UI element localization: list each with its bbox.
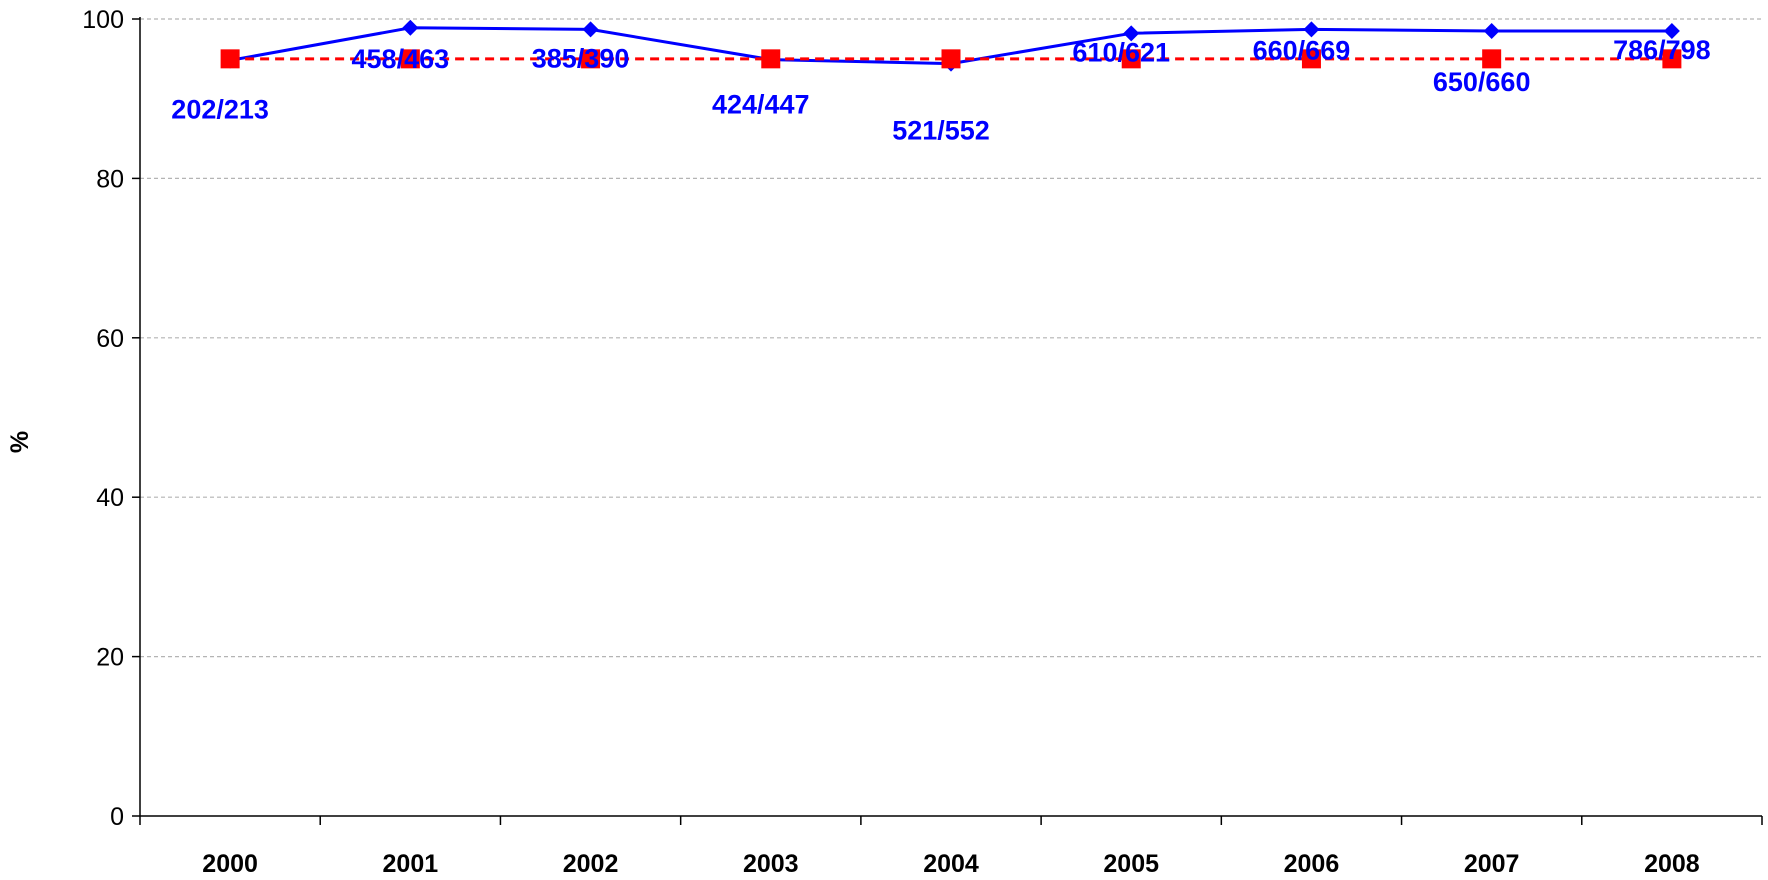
x-tick-label: 2002	[563, 850, 619, 878]
y-tick-label: 60	[96, 325, 124, 353]
axes: 0 20 40 60 80 100 2000 2001 2002 2003 2004 2005 2006…	[82, 6, 1763, 878]
series-point	[400, 49, 420, 69]
series-point	[220, 49, 240, 69]
series-point	[941, 49, 961, 69]
series-point	[1303, 21, 1320, 38]
series-point	[402, 19, 419, 36]
y-tick-label: 40	[96, 484, 124, 512]
series-point	[1123, 25, 1140, 42]
data-label: 786/798	[1613, 35, 1711, 65]
series-point	[1662, 49, 1682, 69]
series-point	[1482, 49, 1502, 69]
data-label: 424/447	[712, 90, 810, 120]
series-point	[761, 49, 781, 69]
gridlines	[140, 18, 1762, 658]
x-tick-label: 2007	[1464, 850, 1520, 878]
data-label: 650/660	[1433, 67, 1531, 97]
x-tick-label: 2006	[1284, 850, 1340, 878]
data-label: 521/552	[892, 116, 990, 146]
series-point	[1663, 22, 1680, 39]
x-tick-label: 2005	[1103, 850, 1159, 878]
y-tick-label: 100	[82, 6, 124, 34]
data-label: 458/463	[352, 44, 450, 74]
series-point	[581, 49, 601, 69]
series-point	[1121, 49, 1141, 69]
data-label: 660/669	[1253, 35, 1351, 65]
y-tick-label: 0	[110, 803, 124, 831]
data-label: 202/213	[171, 94, 269, 124]
x-tick-label: 2008	[1644, 850, 1700, 878]
x-tick-label: 2001	[383, 850, 439, 878]
y-tick-label: 20	[96, 644, 124, 672]
x-tick-label: 2003	[743, 850, 799, 878]
y-axis-title: %	[6, 431, 34, 453]
series-point	[582, 21, 599, 38]
series-point	[1301, 49, 1321, 69]
series	[220, 19, 1682, 72]
series-point	[1483, 22, 1500, 39]
x-tick-label: 2000	[202, 850, 258, 878]
x-tick-label: 2004	[923, 850, 979, 878]
data-labels: 202/213 458/463 385/390 424/447 521/552 610/6…	[171, 35, 1710, 146]
data-label: 610/621	[1072, 37, 1170, 67]
data-label: 385/390	[532, 43, 630, 73]
y-tick-label: 80	[96, 165, 124, 193]
